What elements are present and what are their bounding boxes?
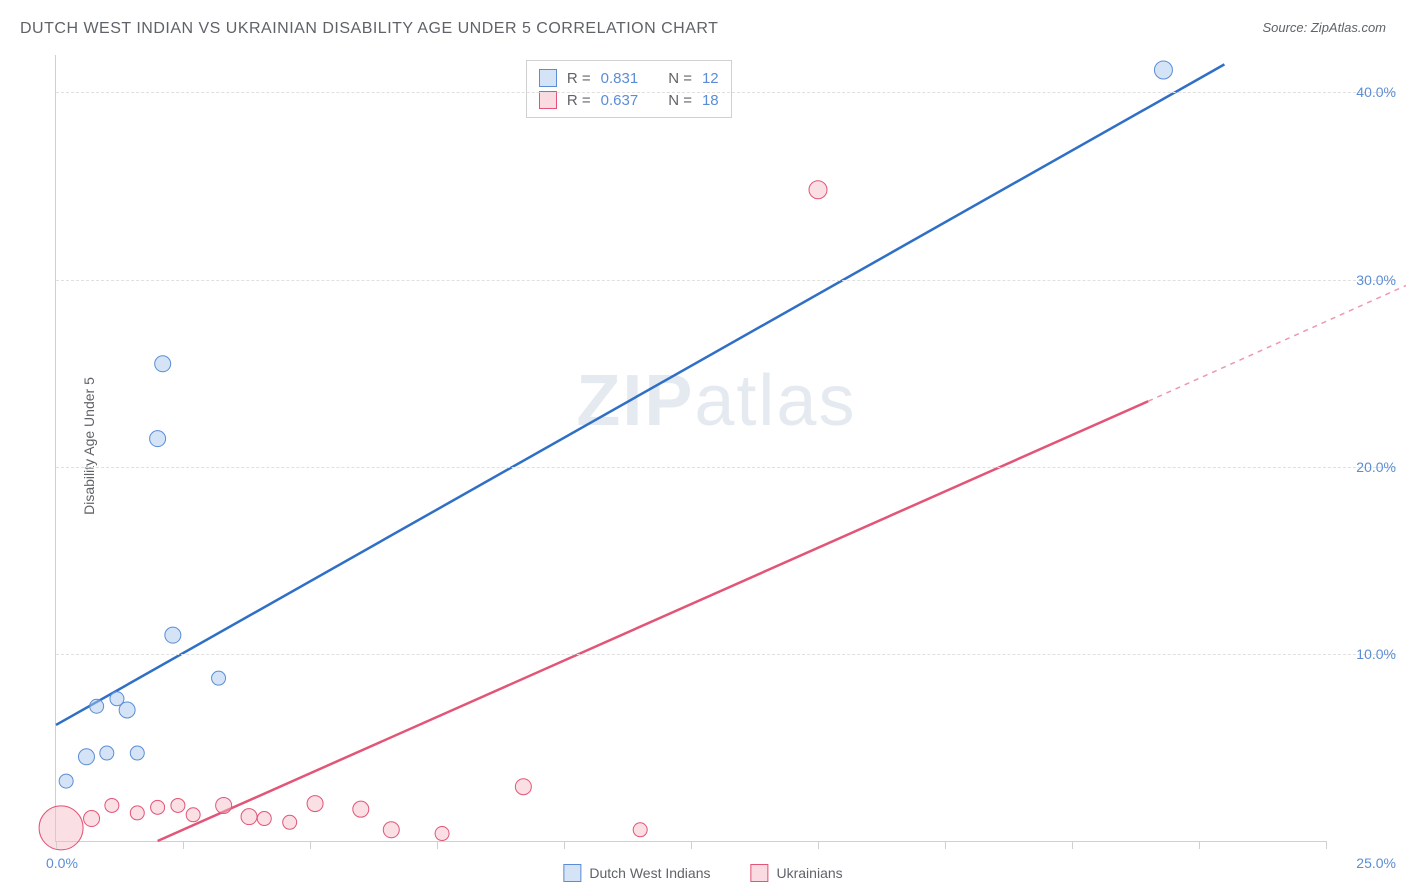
data-point [283, 815, 297, 829]
legend-swatch [539, 69, 557, 87]
y-tick-label: 20.0% [1336, 459, 1396, 475]
stats-n-value: 12 [702, 70, 719, 87]
data-point [100, 746, 114, 760]
data-point [151, 800, 165, 814]
stats-r-label: R = [567, 92, 591, 109]
plot-area: ZIPatlas R =0.831N =12R =0.637N =18 0.0%… [55, 55, 1326, 842]
source-attribution: Source: ZipAtlas.com [1262, 20, 1386, 35]
data-point [150, 431, 166, 447]
x-tick [183, 841, 184, 849]
x-tick [564, 841, 565, 849]
gridline [56, 92, 1396, 93]
data-point [383, 822, 399, 838]
legend-swatch [539, 91, 557, 109]
data-point [105, 798, 119, 812]
data-point [165, 627, 181, 643]
stats-r-label: R = [567, 70, 591, 87]
data-point [515, 779, 531, 795]
data-point [216, 797, 232, 813]
x-tick [1326, 841, 1327, 849]
legend-label: Ukrainians [777, 865, 843, 881]
data-point [241, 809, 257, 825]
data-point [90, 699, 104, 713]
x-tick [691, 841, 692, 849]
stats-n-label: N = [668, 70, 692, 87]
stats-r-value: 0.831 [601, 70, 639, 87]
data-point [78, 749, 94, 765]
data-point [130, 806, 144, 820]
x-end-tick-label: 25.0% [1356, 855, 1396, 871]
y-tick-label: 30.0% [1336, 272, 1396, 288]
chart-svg [56, 55, 1326, 841]
x-origin-tick-label: 0.0% [46, 855, 78, 871]
x-tick [945, 841, 946, 849]
data-point [130, 746, 144, 760]
legend-item: Ukrainians [751, 864, 843, 882]
data-point [353, 801, 369, 817]
x-tick [437, 841, 438, 849]
data-point [84, 811, 100, 827]
stats-r-value: 0.637 [601, 92, 639, 109]
regression-line-dashed [1148, 276, 1406, 401]
legend-swatch [751, 864, 769, 882]
legend-label: Dutch West Indians [589, 865, 710, 881]
data-point [212, 671, 226, 685]
bottom-legend: Dutch West Indians Ukrainians [563, 864, 842, 882]
data-point [186, 808, 200, 822]
data-point [59, 774, 73, 788]
data-point [155, 356, 171, 372]
stats-legend: R = 0.831 N = 12 R = 0.637 N = 18 [526, 60, 732, 118]
data-point [633, 823, 647, 837]
x-tick [818, 841, 819, 849]
gridline [56, 280, 1396, 281]
x-tick [56, 841, 57, 849]
data-point [435, 827, 449, 841]
y-tick-label: 10.0% [1336, 646, 1396, 662]
chart-title: DUTCH WEST INDIAN VS UKRAINIAN DISABILIT… [20, 20, 718, 38]
x-tick [310, 841, 311, 849]
gridline [56, 654, 1396, 655]
data-point [39, 806, 83, 850]
x-tick [1199, 841, 1200, 849]
stats-row: R = 0.831 N = 12 [539, 67, 719, 89]
data-point [257, 812, 271, 826]
data-point [1154, 61, 1172, 79]
legend-swatch [563, 864, 581, 882]
data-point [171, 798, 185, 812]
y-tick-label: 40.0% [1336, 84, 1396, 100]
data-point [809, 181, 827, 199]
data-point [307, 796, 323, 812]
data-point [110, 692, 124, 706]
x-tick [1072, 841, 1073, 849]
legend-item: Dutch West Indians [563, 864, 710, 882]
gridline [56, 467, 1396, 468]
stats-n-value: 18 [702, 92, 719, 109]
stats-n-label: N = [668, 92, 692, 109]
